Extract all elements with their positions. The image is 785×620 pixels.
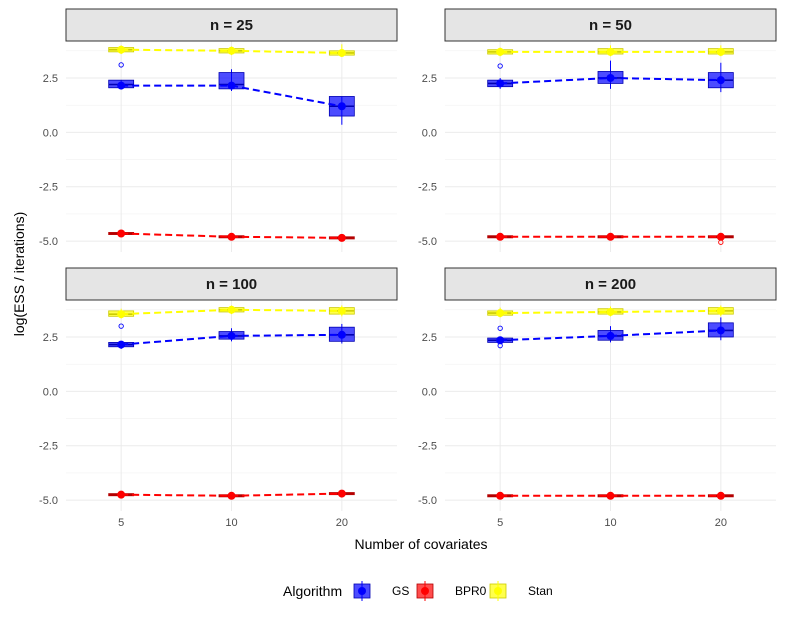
- mean-point: [716, 232, 725, 241]
- mean-point: [606, 491, 615, 500]
- mean-point: [337, 489, 346, 498]
- legend-key-point: [421, 587, 429, 595]
- facet-strip-label: n = 200: [585, 276, 636, 293]
- y-tick-label: -2.5: [418, 441, 437, 453]
- y-tick-label: -2.5: [39, 441, 58, 453]
- facet-strip: [444, 8, 777, 42]
- mean-point: [117, 229, 126, 238]
- mean-point: [716, 306, 725, 315]
- mean-point: [337, 102, 346, 111]
- mean-point: [117, 340, 126, 349]
- mean-point: [496, 309, 505, 318]
- facet-strip-label: n = 25: [210, 17, 253, 34]
- mean-point: [337, 233, 346, 242]
- mean-point: [227, 331, 236, 340]
- mean-point: [716, 47, 725, 56]
- y-tick-label: 2.5: [422, 332, 437, 344]
- outlier-point: [118, 62, 124, 68]
- mean-point: [606, 307, 615, 316]
- y-tick-label: 0.0: [422, 386, 437, 398]
- facet-panel: -5.0 -2.5 0.0 2.5 n = 50: [418, 8, 777, 252]
- x-tick-label: 10: [604, 517, 616, 529]
- mean-point: [117, 490, 126, 499]
- mean-point: [496, 232, 505, 241]
- facet-strip: [444, 267, 777, 301]
- mean-point: [117, 45, 126, 54]
- legend-key-point: [358, 587, 366, 595]
- mean-point: [496, 47, 505, 56]
- mean-point: [606, 232, 615, 241]
- mean-point: [337, 48, 346, 57]
- mean-point: [716, 326, 725, 335]
- y-tick-label: 0.0: [43, 127, 58, 139]
- mean-point: [227, 81, 236, 90]
- y-tick-label: -5.0: [418, 236, 437, 248]
- mean-point: [496, 79, 505, 88]
- mean-point: [117, 81, 126, 90]
- facet-strip-label: n = 50: [589, 17, 632, 34]
- legend-label: GS: [392, 584, 409, 598]
- outlier-point: [497, 325, 503, 331]
- x-tick-label: 5: [118, 517, 124, 529]
- mean-point: [337, 306, 346, 315]
- legend-label: Stan: [528, 584, 553, 598]
- y-tick-label: 2.5: [422, 73, 437, 85]
- mean-point: [227, 491, 236, 500]
- legend-key: [353, 581, 371, 601]
- legend: Algorithm GS BPR0 Stan: [283, 581, 553, 601]
- y-tick-label: 2.5: [43, 332, 58, 344]
- mean-point: [606, 47, 615, 56]
- facet-strip: [65, 267, 398, 301]
- y-tick-label: -2.5: [418, 182, 437, 194]
- facet-strip-label: n = 100: [206, 276, 257, 293]
- y-axis-title: log(ESS / iterations): [11, 212, 27, 337]
- mean-point: [496, 491, 505, 500]
- legend-key-point: [494, 587, 502, 595]
- y-tick-label: -5.0: [39, 495, 58, 507]
- y-tick-label: -2.5: [39, 182, 58, 194]
- x-tick-label: 20: [336, 517, 348, 529]
- y-tick-label: 0.0: [43, 386, 58, 398]
- mean-point: [337, 330, 346, 339]
- facet-panel: -5.0 -2.5 0.0 2.5 5 10 20 n = 200: [418, 267, 777, 529]
- x-tick-label: 10: [225, 517, 237, 529]
- legend-label: BPR0: [455, 584, 487, 598]
- y-tick-label: 0.0: [422, 127, 437, 139]
- mean-point: [716, 76, 725, 85]
- legend-title: Algorithm: [283, 583, 342, 599]
- legend-key: [489, 581, 507, 601]
- facet-panel: -5.0 -2.5 0.0 2.5 n = 25: [39, 8, 398, 252]
- mean-point: [716, 491, 725, 500]
- outlier-point: [118, 323, 124, 329]
- mean-point: [227, 46, 236, 55]
- mean-point: [496, 336, 505, 345]
- x-axis-title: Number of covariates: [354, 536, 487, 552]
- y-tick-label: -5.0: [39, 236, 58, 248]
- facet-panels: -5.0 -2.5 0.0 2.5 n = 25 -5.0 -2.5 0.0 2.5 n = 50…: [39, 8, 777, 529]
- x-tick-label: 5: [497, 517, 503, 529]
- mean-point: [606, 331, 615, 340]
- outlier-point: [497, 63, 503, 69]
- facet-strip: [65, 8, 398, 42]
- legend-key: [416, 581, 434, 601]
- mean-point: [606, 73, 615, 82]
- y-tick-label: -5.0: [418, 495, 437, 507]
- facet-panel: -5.0 -2.5 0.0 2.5 5 10 20 n = 100: [39, 267, 398, 529]
- mean-point: [227, 305, 236, 314]
- y-tick-label: 2.5: [43, 73, 58, 85]
- x-tick-label: 20: [715, 517, 727, 529]
- mean-point: [227, 232, 236, 241]
- mean-point: [117, 310, 126, 319]
